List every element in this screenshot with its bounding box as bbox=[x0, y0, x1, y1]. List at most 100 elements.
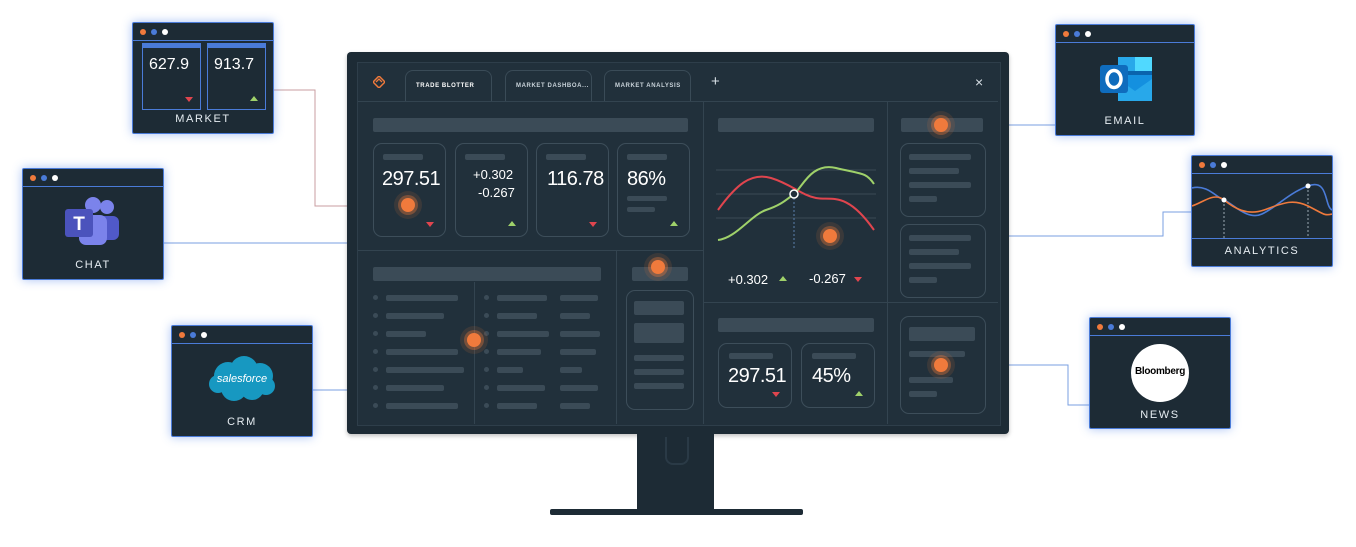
row-placeholder bbox=[497, 349, 541, 355]
row-placeholder bbox=[386, 313, 444, 319]
window-dot-icon bbox=[1063, 31, 1069, 37]
hotspot-chat[interactable] bbox=[651, 260, 665, 274]
row-placeholder bbox=[386, 295, 458, 301]
widget-label: EMAIL bbox=[1104, 115, 1146, 127]
row-bullet bbox=[484, 349, 489, 354]
hotspot-crm[interactable] bbox=[467, 333, 481, 347]
analytics-widget[interactable]: ANALYTICS bbox=[1191, 155, 1333, 267]
change-down-value: -0.267 bbox=[809, 271, 846, 286]
metric-value: 86% bbox=[627, 168, 666, 190]
divider bbox=[474, 282, 475, 424]
placeholder bbox=[909, 327, 975, 341]
panel-header-placeholder bbox=[718, 318, 874, 332]
panel-header-placeholder bbox=[373, 118, 688, 132]
card-title-placeholder bbox=[729, 353, 773, 359]
row-placeholder bbox=[386, 349, 458, 355]
monitor-stand-slot bbox=[665, 437, 689, 465]
add-tab-button[interactable]: + bbox=[711, 73, 720, 90]
email-widget[interactable]: EMAIL bbox=[1055, 24, 1195, 136]
market-widget[interactable]: 627.9 913.7 MARKET bbox=[132, 22, 274, 134]
crm-widget[interactable]: salesforce CRM bbox=[171, 325, 313, 437]
row-placeholder bbox=[560, 349, 596, 355]
row-bullet bbox=[373, 313, 378, 318]
market-tile: 913.7 bbox=[207, 43, 266, 110]
hotspot-email[interactable] bbox=[934, 118, 948, 132]
up-arrow-icon bbox=[670, 221, 678, 226]
chart-header-placeholder bbox=[718, 118, 874, 132]
outlook-icon bbox=[1100, 57, 1152, 101]
card-title-placeholder bbox=[546, 154, 586, 160]
tab-trade-blotter[interactable]: TRADE BLOTTER bbox=[405, 70, 492, 101]
placeholder bbox=[909, 235, 971, 241]
placeholder bbox=[634, 301, 684, 315]
window-dot-icon bbox=[1085, 31, 1091, 37]
placeholder bbox=[634, 383, 684, 389]
metric-value-top: +0.302 bbox=[473, 167, 514, 182]
window-dot-icon bbox=[1074, 31, 1080, 37]
row-bullet bbox=[373, 403, 378, 408]
card-title-placeholder bbox=[465, 154, 505, 160]
row-placeholder bbox=[560, 295, 598, 301]
placeholder bbox=[909, 391, 937, 397]
metric-card[interactable]: 86% bbox=[617, 143, 690, 237]
placeholder bbox=[909, 196, 937, 202]
down-arrow-icon bbox=[426, 222, 434, 227]
down-arrow-icon bbox=[854, 277, 862, 282]
metric-card[interactable]: 116.78 bbox=[536, 143, 609, 237]
table-header-placeholder bbox=[373, 267, 601, 281]
placeholder bbox=[909, 377, 953, 383]
window-dot-icon bbox=[201, 332, 207, 338]
divider bbox=[358, 250, 703, 251]
widget-titlebar bbox=[1192, 156, 1332, 174]
metric-card[interactable]: 297.51 bbox=[373, 143, 446, 237]
divider bbox=[887, 102, 888, 424]
row-bullet bbox=[484, 295, 489, 300]
change-up-value: +0.302 bbox=[728, 272, 769, 287]
window-dot-icon bbox=[1108, 324, 1114, 330]
up-arrow-icon bbox=[250, 96, 258, 101]
divider bbox=[616, 251, 617, 424]
metric-card[interactable]: 45% bbox=[801, 343, 875, 408]
card-title-placeholder bbox=[627, 154, 667, 160]
up-arrow-icon bbox=[779, 276, 787, 281]
down-arrow-icon bbox=[589, 222, 597, 227]
row-bullet bbox=[484, 367, 489, 372]
chat-widget[interactable]: T CHAT bbox=[22, 168, 164, 280]
monitor-stand bbox=[637, 434, 714, 510]
window-dot-icon bbox=[162, 29, 168, 35]
row-bullet bbox=[373, 349, 378, 354]
news-widget[interactable]: Bloomberg NEWS bbox=[1089, 317, 1231, 429]
tab-market-analysis[interactable]: MARKET ANALYSIS bbox=[604, 70, 691, 101]
close-button[interactable]: × bbox=[975, 74, 984, 90]
row-placeholder bbox=[497, 385, 545, 391]
hotspot-market[interactable] bbox=[401, 198, 415, 212]
svg-text:T: T bbox=[73, 214, 85, 235]
metric-card[interactable]: 297.51 bbox=[718, 343, 792, 408]
window-dot-icon bbox=[151, 29, 157, 35]
row-placeholder bbox=[497, 295, 547, 301]
window-dot-icon bbox=[1199, 162, 1205, 168]
row-bullet bbox=[373, 331, 378, 336]
row-placeholder bbox=[386, 367, 464, 373]
window-dot-icon bbox=[1119, 324, 1125, 330]
down-arrow-icon bbox=[185, 97, 193, 102]
row-placeholder bbox=[497, 331, 549, 337]
hotspot-analytics[interactable] bbox=[823, 229, 837, 243]
widget-titlebar bbox=[23, 169, 163, 187]
placeholder bbox=[909, 277, 937, 283]
tab-market-dashboard[interactable]: MARKET DASHBOA... bbox=[505, 70, 592, 101]
widget-label: MARKET bbox=[175, 113, 231, 125]
up-arrow-icon bbox=[855, 391, 863, 396]
window-dot-icon bbox=[1221, 162, 1227, 168]
metric-card[interactable]: +0.302 -0.267 bbox=[455, 143, 528, 237]
card-title-placeholder bbox=[812, 353, 856, 359]
row-placeholder bbox=[560, 403, 590, 409]
placeholder bbox=[909, 263, 971, 269]
metric-value: 116.78 bbox=[547, 168, 604, 190]
placeholder bbox=[909, 154, 971, 160]
salesforce-icon bbox=[209, 356, 275, 401]
line-chart bbox=[716, 166, 876, 248]
row-bullet bbox=[373, 367, 378, 372]
hotspot-news[interactable] bbox=[934, 358, 948, 372]
row-placeholder bbox=[386, 331, 426, 337]
